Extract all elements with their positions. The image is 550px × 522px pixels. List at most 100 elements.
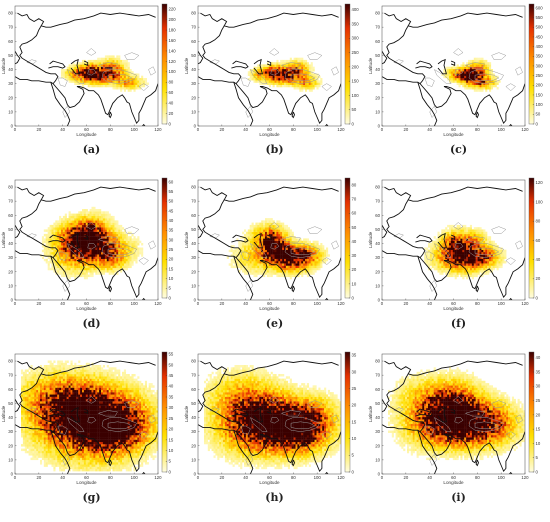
heat-cell	[36, 401, 39, 404]
heat-cell	[85, 211, 88, 214]
heat-cell	[55, 249, 58, 253]
heat-cell	[496, 265, 499, 269]
heat-cell	[268, 75, 271, 79]
heat-cell	[41, 419, 45, 422]
heat-cell	[481, 87, 484, 90]
heat-cell	[112, 267, 115, 271]
heat-cell	[285, 254, 289, 257]
heat-cell	[110, 64, 113, 67]
heat-cell	[247, 249, 250, 253]
heat-cell	[108, 224, 111, 228]
heat-cell	[101, 224, 104, 228]
heat-cell	[245, 240, 249, 244]
heat-cell	[41, 238, 45, 241]
heat-cell	[297, 238, 300, 241]
heat-cell	[477, 75, 480, 79]
coastline	[450, 60, 456, 66]
heat-cell	[301, 274, 304, 278]
heat-cell	[450, 254, 454, 257]
heat-cell	[108, 57, 111, 61]
heat-cell	[49, 258, 52, 262]
heat-cell	[55, 243, 58, 246]
heat-cell	[483, 59, 486, 63]
heat-cell	[30, 380, 33, 384]
heat-cell	[299, 267, 302, 271]
heat-cell	[30, 417, 33, 420]
y-tick-label: 70	[8, 199, 13, 204]
heat-cell	[38, 417, 41, 420]
heat-cell	[287, 229, 291, 232]
heat-cell	[257, 238, 260, 241]
heat-cell	[280, 69, 283, 72]
heat-cell	[431, 249, 434, 253]
heat-cell	[72, 231, 75, 235]
heat-cell	[301, 240, 304, 244]
heat-cell	[257, 267, 260, 271]
heat-cell	[34, 414, 37, 418]
heat-cell	[492, 254, 495, 257]
heat-cell	[447, 69, 450, 72]
heat-cell	[301, 87, 304, 90]
heat-cell	[452, 249, 455, 253]
heat-cell	[21, 435, 24, 438]
heat-cell	[24, 376, 27, 379]
heat-cell	[76, 233, 79, 237]
heat-cell	[129, 243, 132, 246]
heat-cell	[93, 254, 96, 257]
heat-cell	[118, 75, 121, 79]
heat-cell	[83, 243, 87, 246]
heat-cell	[280, 240, 283, 244]
heat-cell	[458, 82, 461, 85]
heat-cell	[116, 62, 119, 65]
heat-cell	[257, 240, 260, 244]
heat-cell	[490, 261, 494, 264]
heat-cell	[431, 243, 434, 246]
heat-cell	[106, 62, 109, 65]
heat-cell	[64, 267, 67, 271]
heat-cell	[268, 258, 271, 262]
coastline	[324, 123, 329, 126]
heat-cell	[93, 263, 96, 266]
heat-cell	[61, 231, 64, 235]
heat-cell	[469, 59, 473, 63]
heat-cell	[314, 82, 317, 85]
x-axis-label: Longitude	[443, 306, 464, 311]
coastline	[198, 224, 204, 239]
heat-cell	[26, 405, 29, 409]
y-tick-label: 0	[194, 298, 197, 303]
heat-cell	[66, 231, 69, 235]
x-tick-label: 120	[154, 127, 162, 132]
heat-cell	[74, 227, 77, 230]
heat-cell	[494, 261, 497, 264]
heat-cell	[106, 84, 109, 88]
y-tick-label: 70	[8, 25, 13, 30]
heat-cell	[326, 247, 329, 250]
heat-cell	[471, 265, 475, 269]
heat-cell	[489, 84, 492, 88]
colorbar-tick-label: 30	[352, 253, 357, 258]
heat-cell	[278, 71, 281, 74]
heat-cell	[316, 256, 319, 259]
heat-cell	[38, 405, 41, 409]
coastline	[202, 25, 341, 125]
contour-line	[101, 243, 137, 258]
heat-cell	[265, 247, 268, 250]
heat-cell	[466, 229, 469, 232]
heat-cell	[496, 247, 499, 250]
heat-cell	[490, 249, 494, 253]
heat-cell	[268, 236, 271, 239]
heat-cell	[481, 263, 484, 266]
heat-cell	[26, 380, 29, 384]
heat-cell	[284, 69, 287, 72]
heat-cell	[127, 258, 130, 262]
heat-cell	[122, 233, 125, 237]
heat-cell	[462, 270, 465, 273]
heat-cell	[108, 256, 111, 259]
heat-cell	[266, 247, 270, 250]
heat-cell	[30, 437, 33, 440]
heat-cell	[129, 247, 132, 250]
heat-cell	[468, 78, 471, 81]
heat-cell	[295, 254, 298, 257]
heat-cell	[76, 270, 79, 273]
heat-cell	[62, 247, 66, 250]
